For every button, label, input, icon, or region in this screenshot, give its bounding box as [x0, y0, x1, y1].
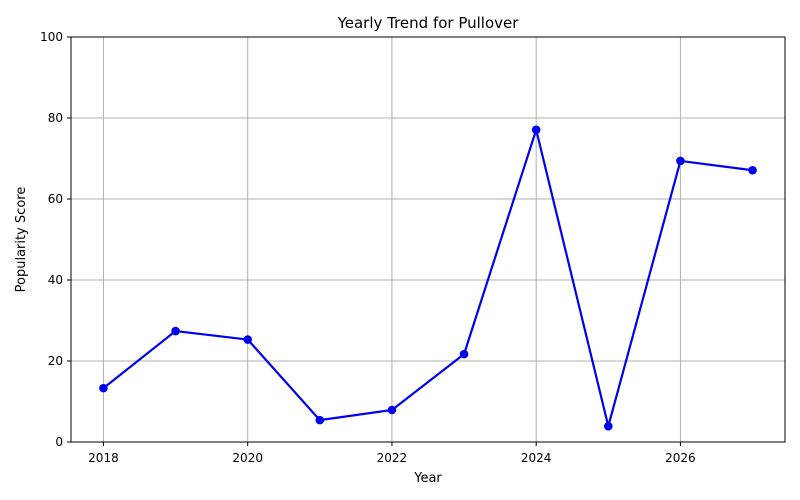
data-point — [315, 415, 325, 425]
data-point — [676, 156, 685, 166]
x-tick-label: 2018 — [88, 451, 119, 465]
ticks: 2018 2020 2022 2024 2026 0 20 40 60 80 100 — [40, 30, 696, 465]
data-point — [171, 326, 180, 336]
x-tick-label: 2026 — [665, 451, 696, 465]
x-tick-label: 2022 — [377, 451, 408, 465]
data-point — [459, 349, 469, 359]
data-point — [243, 335, 252, 344]
data-point — [99, 383, 108, 393]
y-tick-label: 60 — [48, 192, 63, 206]
series-line — [102, 128, 753, 428]
y-tick-label: 40 — [48, 273, 63, 287]
data-point — [531, 125, 541, 135]
series-layer — [99, 125, 757, 431]
x-tick-label: 2020 — [232, 451, 263, 465]
y-tick-label: 0 — [55, 435, 63, 449]
x-tick-label: 2024 — [521, 451, 552, 465]
data-point — [387, 405, 397, 415]
y-axis-label: Popularity Score — [14, 187, 29, 293]
y-tick-label: 80 — [48, 111, 63, 125]
y-tick-label: 20 — [48, 354, 63, 368]
plot-frame — [70, 36, 786, 443]
x-axis-label: Year — [413, 471, 442, 486]
data-point — [604, 421, 613, 431]
chart-title: Yearly Trend for Pullover — [337, 14, 520, 32]
data-point — [748, 165, 757, 175]
y-tick-label: 100 — [40, 30, 63, 44]
